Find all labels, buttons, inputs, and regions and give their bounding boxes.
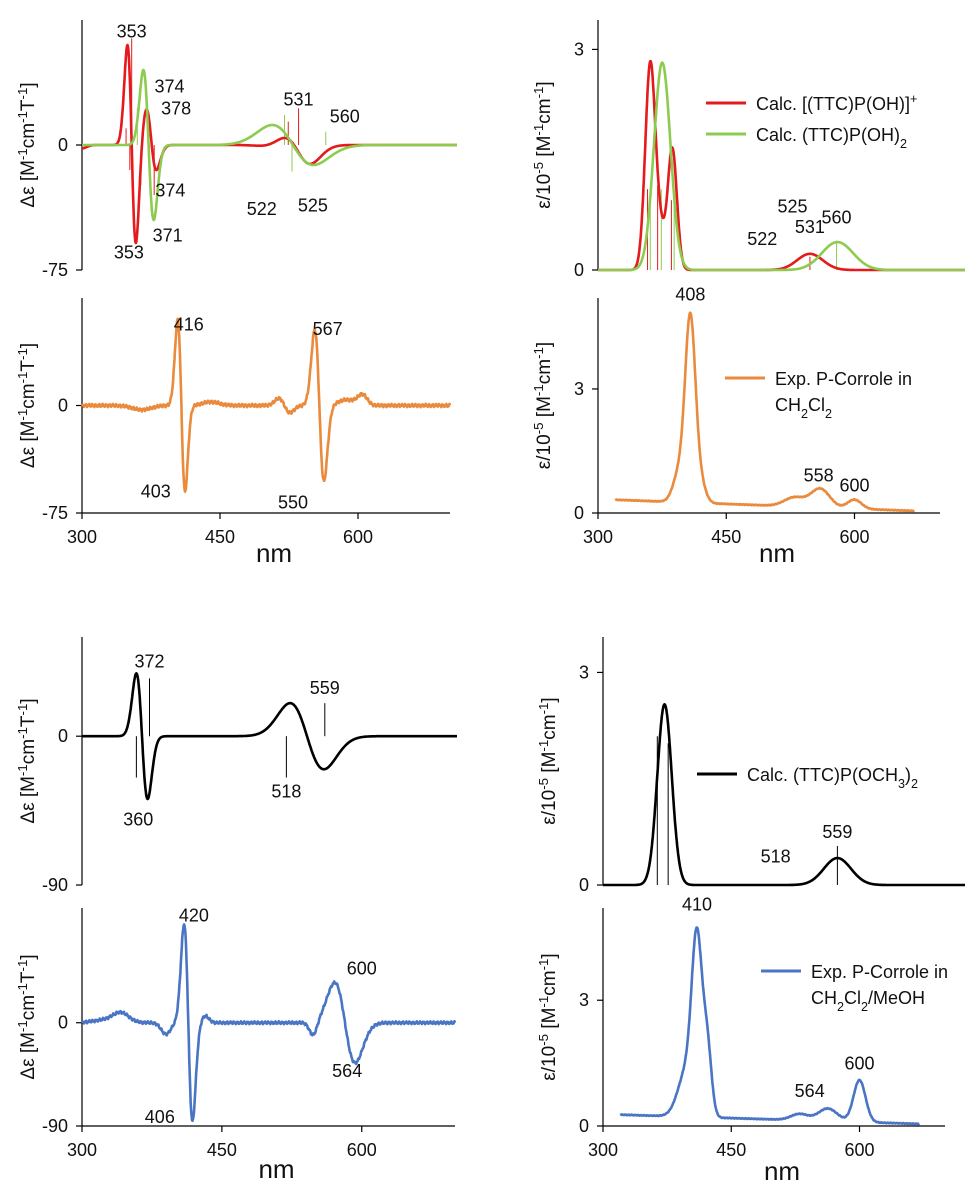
legend-label: Calc. (TTC)P(OCH3)2 [747, 765, 918, 791]
peak-label: 371 [153, 226, 183, 246]
x-tick-label: 300 [583, 527, 613, 547]
y-tick-label: -90 [42, 1116, 68, 1136]
x-tick-label: 300 [67, 1140, 97, 1160]
peak-label: 353 [114, 242, 144, 262]
x-tick-label: 450 [716, 1140, 746, 1160]
y-tick-label: 0 [58, 1013, 68, 1033]
y-tick-label: 3 [574, 379, 584, 399]
peak-label: 550 [278, 493, 308, 513]
x-tick-label: 600 [343, 527, 373, 547]
peak-label: 403 [141, 482, 171, 502]
x-axis-label: nm [256, 538, 292, 568]
x-tick-label: 600 [347, 1140, 377, 1160]
panel-exp-p-corrole-ch2cl2-meoh-mcd: 300 450 600 0 -90 Δε [M-1cm-1T-1] nm 420 406 600 5… [15, 906, 457, 1184]
peak-label: 531 [795, 217, 825, 237]
legend-label: Calc. (TTC)P(OH)2 [756, 125, 907, 151]
series-line-blue [619, 926, 921, 1126]
y-tick-label: 0 [574, 260, 584, 280]
peak-label: 416 [174, 315, 204, 335]
y-tick-label: -75 [42, 260, 68, 280]
peak-label: 564 [332, 1061, 362, 1081]
peak-label: 410 [682, 894, 712, 914]
y-axis-label: Δε [M-1cm-1T-1] [15, 954, 40, 1079]
peak-label: 559 [310, 678, 340, 698]
peak-label: 525 [298, 196, 328, 216]
series-line-orange [614, 311, 916, 513]
y-tick-label: 0 [58, 396, 68, 416]
x-tick-label: 450 [207, 1140, 237, 1160]
x-axis-label: nm [759, 538, 795, 568]
peak-label: 564 [795, 1081, 825, 1101]
panel-exp-p-corrole-ch2cl2-mcd: 300 450 600 0 -75 Δε [M-1cm-1T-1] nm 416 403 567 5… [15, 298, 452, 568]
y-axis-label: Δε [M-1cm-1T-1] [15, 343, 40, 468]
y-tick-label: -90 [42, 875, 68, 895]
x-tick-label: 450 [205, 527, 235, 547]
legend-label: Calc. [(TTC)P(OH)]+ [756, 92, 917, 114]
peak-label: 372 [134, 651, 164, 671]
y-tick-label: 0 [58, 135, 68, 155]
peak-label: 408 [675, 284, 705, 304]
y-tick-label: 3 [574, 39, 584, 59]
y-tick-label: 0 [58, 726, 68, 746]
peak-label: 560 [822, 208, 852, 228]
series-line-green [597, 61, 965, 272]
peak-label: 374 [154, 76, 184, 96]
panel-calc-ttc-poch3-absorption: 3 0 ε/10-5 [M-1cm-1] 518 559 Calc. (TTC)P(OCH… [536, 637, 965, 895]
peak-label: 374 [155, 181, 185, 201]
y-tick-label: 0 [574, 503, 584, 523]
y-tick-label: 3 [579, 990, 589, 1010]
peak-label: 600 [347, 958, 377, 978]
peak-label: 518 [271, 782, 301, 802]
x-tick-label: 300 [67, 527, 97, 547]
peak-label: 531 [284, 90, 314, 110]
peak-label: 560 [330, 106, 360, 126]
panel-calc-ttc-poch3-mcd: 0 -90 Δε [M-1cm-1T-1] 372 360 559 518 [15, 637, 458, 895]
peak-label: 558 [804, 465, 834, 485]
peak-label: 518 [761, 847, 791, 867]
series-line-blue [80, 923, 457, 1123]
y-tick-label: -75 [42, 503, 68, 523]
legend-label: CH2Cl2/MeOH [811, 988, 925, 1014]
y-tick-label: 0 [579, 1116, 589, 1136]
x-tick-label: 600 [844, 1140, 874, 1160]
peak-label: 406 [145, 1107, 175, 1127]
series-line-green [81, 68, 458, 222]
series-line-orange [80, 317, 452, 493]
peak-label: 600 [844, 1054, 874, 1074]
x-axis-label: nm [258, 1154, 294, 1184]
panel-exp-p-corrole-ch2cl2-meoh-absorption: 300 450 600 3 0 ε/10-5 [M-1cm-1] nm 410 564 600 Ex… [536, 894, 949, 1186]
series-line-black [81, 672, 458, 801]
peak-label: 559 [822, 822, 852, 842]
x-tick-label: 300 [588, 1140, 618, 1160]
peak-label: 420 [179, 906, 209, 926]
peak-label: 353 [117, 21, 147, 41]
peak-label: 378 [161, 98, 191, 118]
peak-label: 600 [839, 475, 869, 495]
series-line-black [602, 703, 965, 887]
legend-label: Exp. P-Corrole in [811, 962, 948, 982]
peak-label: 522 [747, 229, 777, 249]
peak-label: 567 [313, 319, 343, 339]
peak-label: 360 [123, 810, 153, 830]
y-axis-label: Δε [M-1cm-1T-1] [15, 82, 40, 207]
y-axis-label: ε/10-5 [M-1cm-1] [531, 342, 556, 469]
y-axis-label: ε/10-5 [M-1cm-1] [536, 953, 561, 1080]
y-tick-label: 3 [579, 662, 589, 682]
y-tick-label: 0 [579, 875, 589, 895]
x-axis-label: nm [764, 1156, 800, 1186]
y-axis-label: ε/10-5 [M-1cm-1] [536, 697, 561, 824]
y-axis-label: Δε [M-1cm-1T-1] [15, 698, 40, 823]
peak-label: 525 [777, 197, 807, 217]
x-tick-label: 450 [711, 527, 741, 547]
peak-label: 522 [247, 199, 277, 219]
legend-label: CH2Cl2 [775, 395, 832, 421]
y-axis-label: ε/10-5 [M-1cm-1] [531, 81, 556, 208]
legend-label: Exp. P-Corrole in [775, 369, 912, 389]
x-tick-label: 600 [839, 527, 869, 547]
